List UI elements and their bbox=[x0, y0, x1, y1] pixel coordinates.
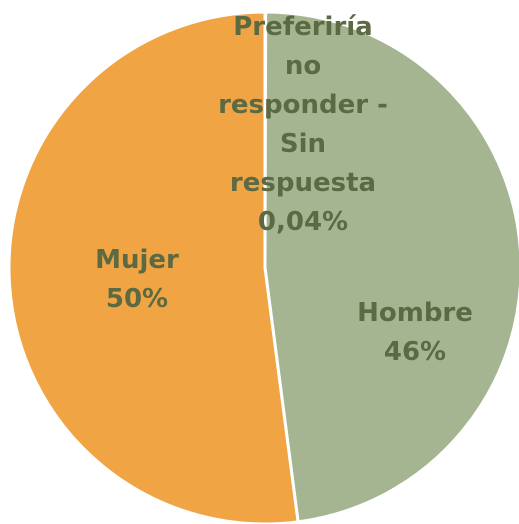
category-label: Preferiría no responder - Sin respuesta bbox=[218, 12, 388, 198]
category-label: Hombre bbox=[357, 298, 473, 328]
pie-slice bbox=[263, 10, 519, 524]
pie-slice bbox=[7, 10, 300, 524]
value-label: 0,04% bbox=[257, 207, 349, 237]
slice-label: Preferiría no responder - Sin respuesta 0… bbox=[213, 8, 393, 242]
value-label: 50% bbox=[105, 284, 169, 314]
slice-label: Mujer 50% bbox=[37, 241, 237, 319]
slice-label: Hombre 46% bbox=[315, 294, 515, 372]
value-label: 46% bbox=[383, 337, 447, 367]
category-label: Mujer bbox=[95, 245, 179, 275]
